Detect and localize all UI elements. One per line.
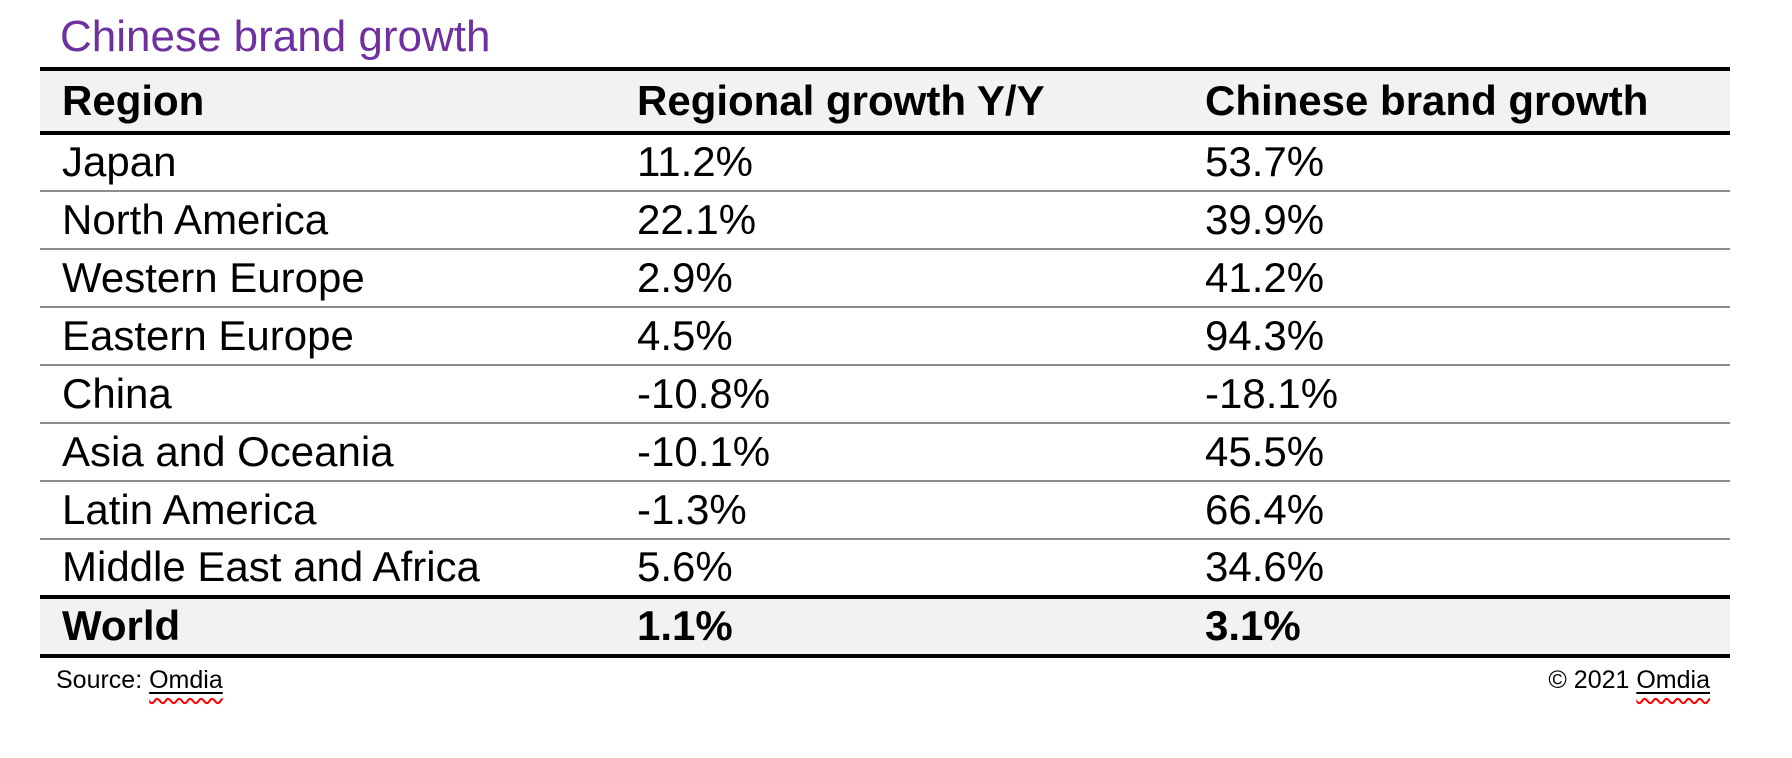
- regional-growth-cell: -10.1%: [637, 427, 771, 475]
- chinese-growth-cell: 94.3%: [1205, 311, 1325, 359]
- copyright-note: © 2021 Omdia: [1548, 666, 1710, 695]
- regional-growth-cell: 1.1%: [637, 602, 733, 650]
- region-cell: Asia and Oceania: [62, 427, 394, 475]
- table-row-latin-america: Latin America -1.3% 66.4%: [40, 481, 1730, 539]
- table-header-row: Region Regional growth Y/Y Chinese brand…: [40, 68, 1730, 133]
- chinese-growth-cell: 34.6%: [1205, 543, 1325, 591]
- chinese-growth-cell: 53.7%: [1205, 138, 1325, 186]
- regional-growth-cell: 4.5%: [637, 311, 733, 359]
- column-header-regional-growth: Regional growth Y/Y: [637, 76, 1045, 124]
- column-header-chinese-brand-growth: Chinese brand growth: [1205, 76, 1649, 124]
- table-row-japan: Japan 11.2% 53.7%: [40, 133, 1730, 191]
- region-cell: Latin America: [62, 485, 317, 533]
- region-cell: Western Europe: [62, 253, 365, 301]
- copyright-omdia-text: Omdia: [1636, 665, 1710, 694]
- region-cell: Japan: [62, 138, 177, 186]
- table-row-china: China -10.8% -18.1%: [40, 365, 1730, 423]
- source-label: Source:: [56, 665, 150, 694]
- table-row-asia-and-oceania: Asia and Oceania -10.1% 45.5%: [40, 423, 1730, 481]
- copyright-label: © 2021: [1548, 665, 1637, 694]
- slide-footer: Source: Omdia © 2021 Omdia: [40, 666, 1730, 695]
- source-omdia-text: Omdia: [149, 665, 223, 694]
- chinese-growth-cell: 41.2%: [1205, 253, 1325, 301]
- regional-growth-cell: -1.3%: [637, 485, 747, 533]
- table-row-middle-east-and-africa: Middle East and Africa 5.6% 34.6%: [40, 539, 1730, 597]
- region-cell: North America: [62, 195, 329, 243]
- table-row-north-america: North America 22.1% 39.9%: [40, 191, 1730, 249]
- regional-growth-cell: -10.8%: [637, 369, 771, 417]
- chinese-growth-cell: 3.1%: [1205, 602, 1301, 650]
- region-cell: Eastern Europe: [62, 311, 354, 359]
- table-row-eastern-europe: Eastern Europe 4.5% 94.3%: [40, 307, 1730, 365]
- regional-growth-cell: 22.1%: [637, 195, 757, 243]
- chinese-growth-cell: 66.4%: [1205, 485, 1325, 533]
- table-row-western-europe: Western Europe 2.9% 41.2%: [40, 249, 1730, 307]
- chinese-growth-cell: 45.5%: [1205, 427, 1325, 475]
- region-cell: World: [62, 602, 181, 650]
- slide: Chinese brand growth Region Regional gro…: [0, 12, 1792, 758]
- region-cell: China: [62, 369, 172, 417]
- table-row-world-total: World 1.1% 3.1%: [40, 596, 1730, 656]
- regional-growth-cell: 2.9%: [637, 253, 733, 301]
- source-note: Source: Omdia: [56, 666, 223, 695]
- chinese-growth-cell: 39.9%: [1205, 195, 1325, 243]
- regional-growth-cell: 5.6%: [637, 543, 733, 591]
- regional-growth-cell: 11.2%: [637, 138, 753, 186]
- column-header-region: Region: [62, 76, 205, 124]
- region-cell: Middle East and Africa: [62, 543, 480, 591]
- page-title: Chinese brand growth: [60, 12, 491, 61]
- growth-table: Region Regional growth Y/Y Chinese brand…: [40, 66, 1730, 658]
- chinese-growth-cell: -18.1%: [1205, 369, 1339, 417]
